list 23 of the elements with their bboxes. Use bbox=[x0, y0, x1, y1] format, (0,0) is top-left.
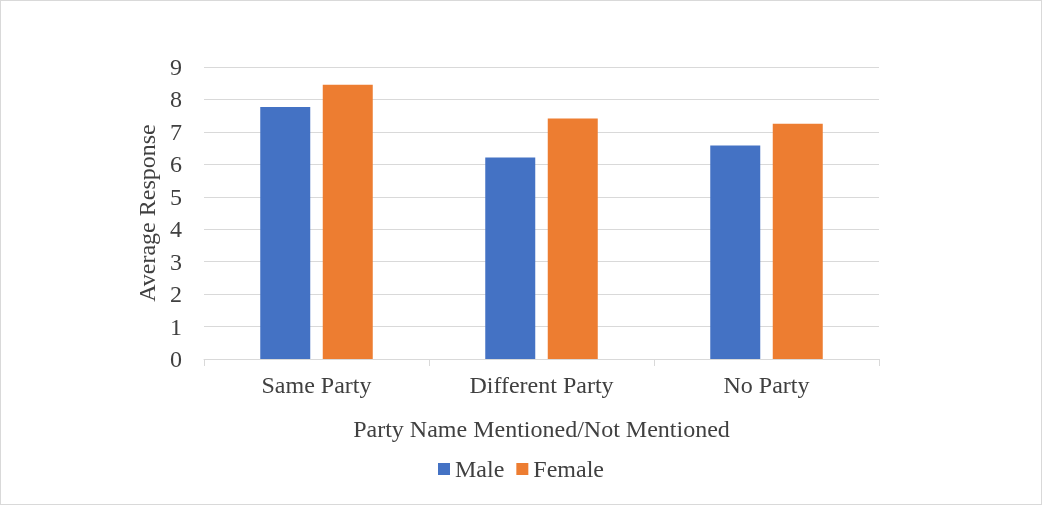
legend-label: Male bbox=[455, 456, 505, 482]
y-tick-label: 7 bbox=[170, 118, 182, 145]
legend-label: Female bbox=[533, 456, 604, 482]
y-axis-title: Average Response bbox=[134, 124, 160, 302]
y-tick-label: 1 bbox=[170, 313, 182, 340]
y-tick-label: 5 bbox=[170, 183, 182, 210]
y-tick-label: 3 bbox=[170, 248, 182, 275]
y-tick-label: 0 bbox=[170, 346, 182, 372]
x-tick-label: Same Party bbox=[261, 372, 372, 398]
y-tick-label: 9 bbox=[170, 54, 182, 80]
bar bbox=[772, 123, 823, 359]
x-axis-title: Party Name Mentioned/Not Mentioned bbox=[353, 416, 730, 442]
bar bbox=[710, 145, 761, 359]
bar bbox=[322, 84, 373, 359]
bar bbox=[485, 157, 536, 359]
x-tick-label: No Party bbox=[723, 372, 810, 398]
y-tick-label: 6 bbox=[170, 151, 182, 178]
bar bbox=[547, 118, 598, 359]
bar bbox=[260, 106, 311, 359]
y-tick-label: 4 bbox=[170, 216, 182, 243]
x-tick-label: Different Party bbox=[469, 372, 614, 398]
y-tick-label: 2 bbox=[170, 281, 182, 308]
y-tick-label: 8 bbox=[170, 86, 182, 113]
